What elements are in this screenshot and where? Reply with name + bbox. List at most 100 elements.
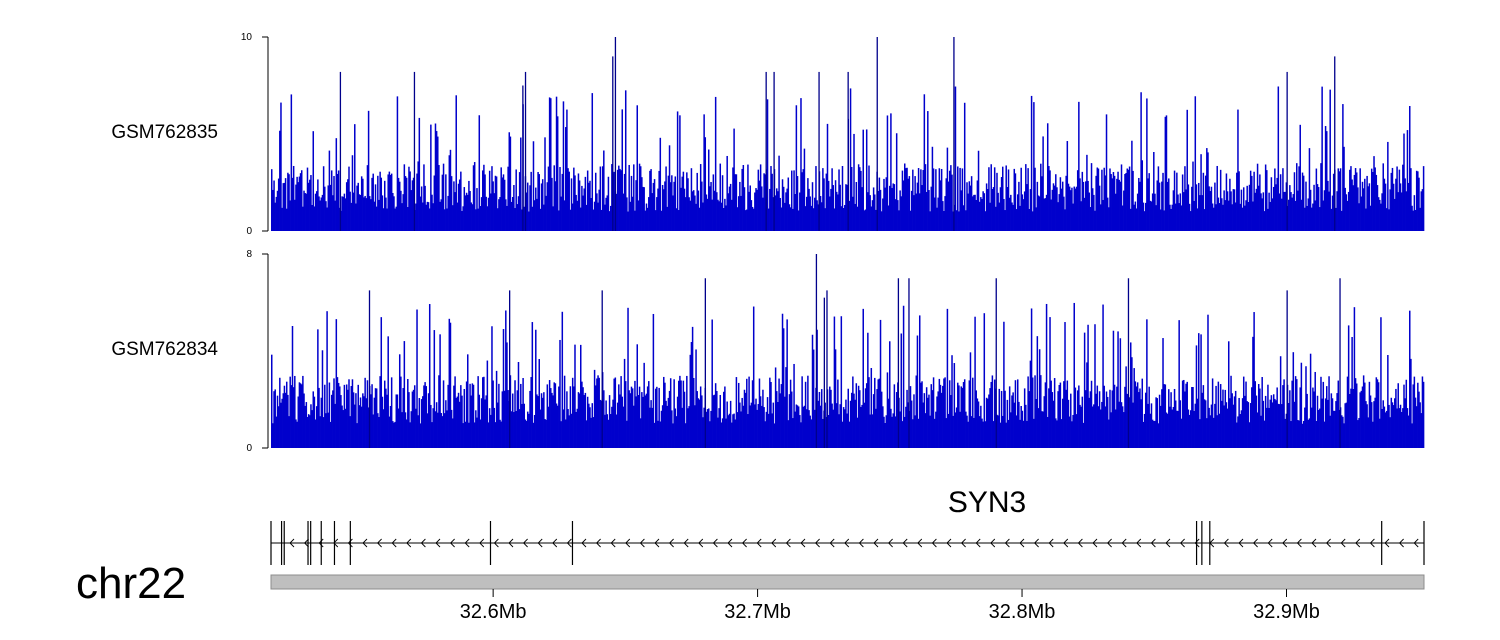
x-tick-label: 32.9Mb [1253, 601, 1320, 623]
coverage-bar [1337, 380, 1340, 448]
coverage-bar [545, 419, 547, 448]
strand-arrow [493, 538, 499, 548]
coverage-bar [322, 417, 325, 448]
coverage-bar [355, 393, 357, 448]
coverage-bar [884, 423, 886, 448]
coverage-bar [978, 201, 981, 231]
coverage-bar [633, 405, 635, 448]
coverage-bar [465, 381, 468, 448]
coverage-bar [271, 169, 273, 231]
coverage-bar [1053, 378, 1056, 448]
coverage-bar [575, 194, 577, 231]
coverage-bar [1314, 371, 1316, 448]
coverage-bar [663, 189, 665, 231]
coverage-bar [1013, 168, 1016, 231]
coverage-bar [1279, 356, 1282, 448]
coverage-bar [868, 377, 870, 448]
coverage-bar [1305, 181, 1307, 231]
coverage-bar [1079, 404, 1081, 448]
coverage-bar [432, 408, 434, 448]
coverage-bar [390, 377, 393, 448]
coverage-bar [1230, 375, 1232, 448]
coverage-bar [848, 200, 851, 231]
coverage-bar [923, 94, 926, 231]
coverage-bar [736, 412, 739, 448]
coverage-bar [850, 392, 853, 448]
coverage-bar [1142, 421, 1145, 448]
coverage-bar [465, 192, 468, 231]
coverage-bar [1372, 421, 1374, 448]
coverage-bar [1153, 420, 1155, 448]
coverage-bar [335, 138, 338, 231]
coverage-bar [330, 170, 333, 231]
coverage-bar [1304, 207, 1306, 231]
coverage-bar [1104, 406, 1107, 448]
coverage-bar [984, 421, 987, 448]
coverage-bar [1380, 203, 1382, 231]
coverage-bar [1374, 397, 1376, 448]
coverage-bar [842, 208, 845, 231]
coverage-bar [1043, 396, 1046, 448]
coverage-bar [681, 407, 683, 448]
coverage-bar [1294, 200, 1297, 231]
coverage-bar [1403, 384, 1405, 448]
coverage-bar [705, 411, 708, 448]
coverage-bar [1109, 389, 1111, 448]
coverage-bar [285, 208, 288, 231]
coverage-bar [277, 406, 280, 448]
coverage-bar [470, 395, 472, 448]
coverage-bar [272, 189, 274, 231]
coverage-bar [879, 319, 882, 448]
coverage-bar [1110, 174, 1112, 231]
coverage-bar [1368, 381, 1371, 448]
coverage-bar [712, 395, 715, 448]
coverage-bar [1366, 175, 1368, 231]
coverage-bar [1267, 208, 1269, 231]
coverage-bar [292, 165, 295, 231]
coverage-bar [1134, 201, 1137, 231]
coverage-bar [1422, 166, 1425, 231]
coverage-bar [281, 398, 283, 448]
coverage-bar [1019, 205, 1021, 231]
coverage-bar [573, 386, 575, 448]
coverage-bar [329, 421, 332, 448]
peak-bar [522, 85, 524, 231]
coverage-bar [1161, 181, 1163, 231]
coverage-bar [1058, 385, 1060, 448]
coverage-bar [1298, 166, 1300, 231]
coverage-bar [985, 397, 988, 448]
coverage-bar [593, 201, 596, 231]
coverage-bar [397, 408, 400, 448]
coverage-bar [1095, 175, 1097, 231]
coverage-bar [1200, 334, 1202, 448]
coverage-bar [814, 197, 816, 231]
coverage-bar [712, 174, 715, 231]
coverage-bar [1199, 195, 1201, 231]
peak-bar [953, 37, 955, 231]
x-tick-label: 32.6Mb [460, 601, 527, 623]
coverage-bar [1420, 413, 1423, 448]
coverage-bar [707, 149, 710, 231]
coverage-bar [1163, 384, 1165, 448]
coverage-bar [701, 395, 703, 448]
coverage-bar [1219, 169, 1222, 231]
coverage-bar [330, 394, 333, 448]
coverage-bar [993, 167, 996, 231]
coverage-bar [1302, 175, 1305, 231]
coverage-bar [1074, 387, 1077, 448]
coverage-bar [359, 194, 362, 231]
strand-arrow [479, 538, 485, 548]
coverage-bar [1275, 184, 1277, 231]
coverage-bar [1278, 193, 1281, 231]
coverage-bar [511, 393, 514, 448]
coverage-bar [412, 389, 415, 448]
strand-arrow [829, 538, 835, 548]
coverage-bar [516, 204, 519, 231]
coverage-bar [1045, 303, 1048, 448]
coverage-bar [284, 178, 287, 231]
coverage-bar [781, 313, 784, 448]
coverage-bar [711, 199, 713, 231]
coverage-bar [377, 175, 379, 231]
coverage-bar [663, 376, 665, 448]
coverage-bar [1233, 189, 1236, 231]
